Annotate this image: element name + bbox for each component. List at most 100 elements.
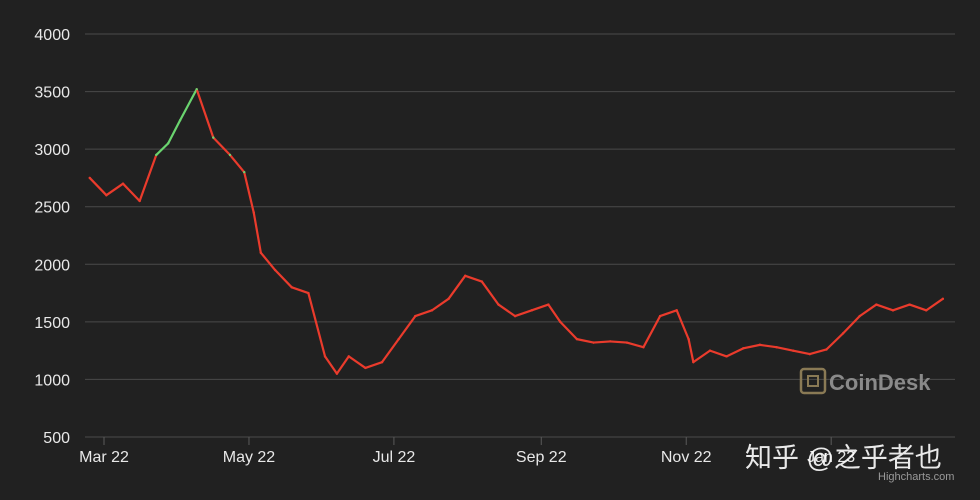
price-segment — [514, 309, 533, 318]
price-point — [259, 251, 263, 254]
x-tick-label: Nov 22 — [661, 449, 712, 466]
price-point — [675, 309, 678, 312]
x-tick-label: Mar 22 — [79, 449, 129, 466]
price-point — [692, 360, 695, 364]
price-segment — [228, 153, 246, 174]
y-tick-label: 2500 — [34, 200, 70, 217]
price-segment — [925, 297, 944, 312]
price-segment — [609, 340, 628, 344]
price-segment — [464, 274, 483, 283]
price-point — [380, 360, 384, 364]
y-tick-label: 2000 — [34, 257, 70, 274]
y-tick-label: 3500 — [34, 85, 70, 102]
price-segment — [364, 361, 384, 370]
price-point — [447, 297, 450, 301]
y-tick-label: 4000 — [34, 27, 70, 44]
price-segment — [447, 274, 467, 300]
price-segment — [625, 341, 645, 349]
y-tick-label: 500 — [43, 430, 70, 447]
price-segment — [430, 297, 450, 312]
price-segment — [347, 355, 367, 370]
price-point — [497, 303, 500, 306]
price-segment — [252, 211, 262, 254]
price-segment — [858, 303, 878, 318]
price-segment — [658, 309, 678, 318]
price-point — [941, 297, 945, 301]
price-point — [559, 320, 562, 324]
coindesk-watermark: CoinDesk — [799, 367, 931, 395]
price-point — [290, 286, 293, 289]
price-point — [808, 352, 811, 356]
price-point — [364, 366, 367, 370]
price-segment — [808, 348, 828, 356]
price-point — [925, 309, 928, 312]
price-segment — [88, 176, 108, 197]
price-point — [875, 303, 878, 306]
price-point — [273, 268, 277, 272]
price-point — [592, 341, 595, 344]
price-segment — [195, 88, 215, 139]
price-point — [212, 136, 215, 139]
price-segment — [825, 332, 845, 351]
price-segment — [178, 88, 198, 122]
price-point — [243, 170, 246, 174]
price-point — [775, 345, 778, 349]
price-point — [480, 280, 484, 283]
price-point — [687, 337, 690, 341]
price-segment — [259, 251, 277, 272]
price-point — [105, 194, 108, 197]
zhihu-watermark: 知乎 @之乎者也 — [745, 443, 942, 473]
x-tick-label: May 22 — [223, 449, 276, 466]
price-segment — [891, 303, 911, 312]
y-tick-label: 1000 — [34, 372, 70, 389]
price-point — [121, 182, 125, 185]
price-segment — [592, 340, 612, 344]
price-point — [547, 303, 550, 306]
price-segment — [121, 182, 141, 203]
x-tick-label: Jul 22 — [373, 449, 416, 466]
price-point — [323, 355, 327, 358]
price-segment — [155, 142, 170, 156]
price-point — [530, 309, 533, 312]
price-point — [397, 337, 400, 341]
price-segment — [497, 303, 517, 318]
price-segment — [908, 303, 928, 312]
price-segment — [775, 346, 795, 352]
price-segment — [687, 338, 695, 364]
price-point — [166, 142, 170, 145]
price-segment — [212, 136, 232, 156]
grid-lines — [85, 33, 955, 438]
price-segment — [708, 349, 728, 358]
price-point — [708, 349, 712, 352]
price-point — [658, 314, 662, 318]
price-point — [335, 372, 339, 375]
x-axis-ticks: Mar 22 May 22 Jul 22 Sep 22 Nov 22 Jan 23 — [79, 437, 855, 466]
price-series — [88, 88, 945, 375]
price-segment — [307, 291, 327, 358]
highcharts-credits[interactable]: Highcharts.com — [878, 471, 954, 483]
price-point — [414, 314, 417, 318]
price-segment — [274, 268, 293, 289]
price-segment — [530, 303, 550, 312]
price-point — [742, 347, 745, 350]
price-segment — [480, 280, 500, 306]
price-point — [464, 274, 467, 277]
price-point — [195, 88, 198, 91]
price-point — [642, 345, 645, 349]
price-segment — [575, 338, 595, 344]
price-point — [891, 309, 895, 312]
price-point — [758, 343, 762, 347]
price-point — [575, 337, 579, 341]
price-segment — [792, 349, 811, 356]
price-segment — [642, 315, 662, 349]
price-segment — [875, 303, 895, 312]
price-point — [513, 314, 517, 318]
price-point — [178, 119, 182, 122]
price-point — [908, 303, 911, 306]
price-segment — [675, 309, 690, 341]
price-segment — [742, 343, 761, 350]
price-segment — [323, 355, 338, 375]
price-point — [347, 355, 350, 358]
